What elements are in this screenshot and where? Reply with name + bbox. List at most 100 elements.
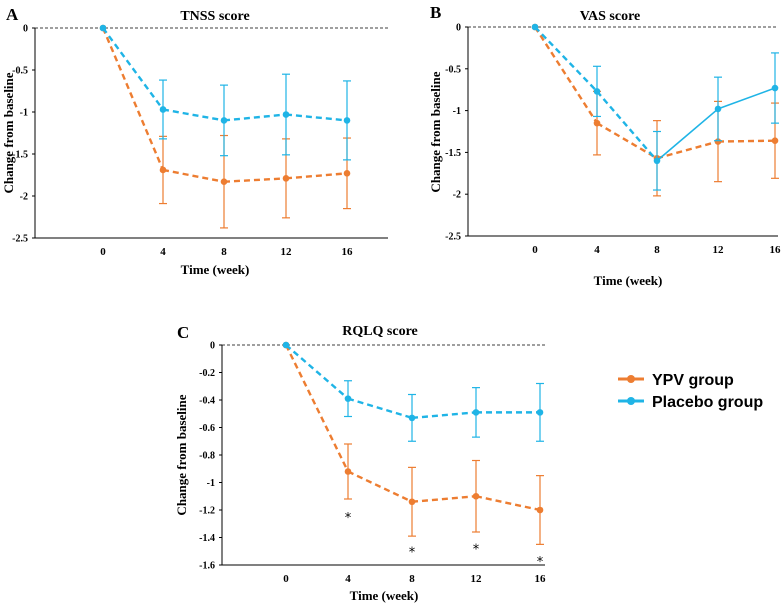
panel-letter: A <box>6 5 19 24</box>
y-tick-label: -1 <box>453 106 461 117</box>
x-tick-label: 4 <box>594 244 600 256</box>
series-line-segment <box>534 26 598 93</box>
series-line-segment <box>285 113 348 122</box>
y-tick-label: -1.4 <box>199 533 215 544</box>
x-axis-label: Time (week) <box>594 273 663 288</box>
significance-star: * <box>345 511 352 526</box>
y-tick-label: 0 <box>210 341 215 352</box>
chart-title: RQLQ score <box>342 324 418 339</box>
significance-star: * <box>409 545 416 560</box>
x-tick-label: 8 <box>221 246 227 258</box>
x-tick-label: 8 <box>409 573 415 585</box>
y-axis-label: Change from baseline <box>1 72 16 193</box>
data-point <box>472 409 480 416</box>
series-line-segment <box>102 27 164 111</box>
y-tick-label: -0.6 <box>199 423 215 434</box>
y-tick-label: -1.2 <box>199 506 215 517</box>
legend: YPV group Placebo group <box>618 372 763 411</box>
series-placebo <box>282 341 544 442</box>
panel-b: B VAS score 0 -0.5 -1 -1.5 -2 -2.5 0 4 8 12 16 Time (… <box>428 3 781 288</box>
series-ypv <box>531 23 779 197</box>
data-point <box>159 106 167 113</box>
y-tick-label: -2 <box>453 190 461 201</box>
data-point <box>714 138 722 145</box>
series-line-segment <box>347 470 413 503</box>
y-tick-label: -1 <box>20 108 28 119</box>
x-tick-label: 4 <box>160 246 166 258</box>
data-point <box>536 409 544 416</box>
series-line-segment <box>656 140 719 160</box>
y-tick-label: -1.5 <box>12 150 28 161</box>
y-tick-label: -0.8 <box>199 451 215 462</box>
data-point <box>343 117 351 124</box>
x-tick-label: 12 <box>471 573 483 585</box>
y-tick-label: -0.2 <box>199 368 215 379</box>
data-point <box>344 395 352 402</box>
series-line-segment <box>285 172 348 180</box>
series-line-segment <box>101 27 165 171</box>
series-line-segment <box>717 87 776 110</box>
legend-label: Placebo group <box>652 394 763 411</box>
series-line-segment <box>533 26 599 124</box>
data-point <box>220 117 228 124</box>
data-point <box>771 84 779 92</box>
data-point <box>99 24 107 32</box>
series-line-segment <box>656 108 719 162</box>
x-tick-label: 12 <box>281 246 293 258</box>
x-tick-label: 8 <box>654 244 660 256</box>
y-tick-label: -0.4 <box>199 396 215 407</box>
series-line-segment <box>717 139 776 143</box>
y-axis-label: Change from baseline <box>428 71 443 192</box>
panel-letter: C <box>177 323 189 342</box>
x-axis-label: Time (week) <box>350 588 419 603</box>
data-point <box>220 178 228 186</box>
data-point <box>282 111 290 118</box>
legend-label: YPV group <box>652 372 734 389</box>
x-tick-label: 0 <box>100 246 106 258</box>
data-point <box>771 137 779 144</box>
x-tick-label: 16 <box>770 244 782 256</box>
y-tick-label: -1.5 <box>445 148 461 159</box>
data-point <box>344 468 352 475</box>
data-point <box>593 119 601 127</box>
data-point <box>159 166 167 174</box>
data-point <box>472 492 480 500</box>
data-point <box>282 175 290 182</box>
y-tick-label: -0.5 <box>445 64 461 75</box>
series-line-segment <box>223 113 287 122</box>
series-ypv <box>282 341 544 545</box>
y-tick-label: -2.5 <box>445 232 461 243</box>
y-tick-label: 0 <box>456 23 461 34</box>
data-point <box>531 23 539 31</box>
data-point <box>282 341 290 349</box>
panel-letter: B <box>430 3 441 22</box>
x-tick-label: 4 <box>345 573 351 585</box>
data-point <box>343 170 351 177</box>
legend-marker <box>627 375 635 383</box>
series-line-segment <box>347 397 413 420</box>
series-placebo <box>99 24 351 161</box>
x-tick-label: 16 <box>342 246 354 258</box>
x-tick-label: 0 <box>532 244 538 256</box>
series-line-segment <box>596 90 658 162</box>
series-line-segment <box>223 177 287 183</box>
x-tick-label: 12 <box>713 244 725 256</box>
y-tick-label: 0 <box>23 24 28 35</box>
x-axis-label: Time (week) <box>181 262 250 277</box>
significance-star: * <box>537 555 544 570</box>
series-ypv <box>99 24 351 229</box>
data-point <box>653 157 661 165</box>
data-point <box>714 105 722 113</box>
x-tick-label: 0 <box>283 573 289 585</box>
chart-title: TNSS score <box>180 9 249 24</box>
legend-marker <box>627 397 635 405</box>
data-point <box>536 506 544 514</box>
series-line-segment <box>162 168 225 183</box>
data-point <box>408 498 416 506</box>
series-line-segment <box>162 108 225 122</box>
y-tick-label: -2.5 <box>12 234 28 245</box>
series-line-segment <box>411 411 477 420</box>
y-tick-label: -2 <box>20 192 28 203</box>
series-line-segment <box>596 122 658 160</box>
